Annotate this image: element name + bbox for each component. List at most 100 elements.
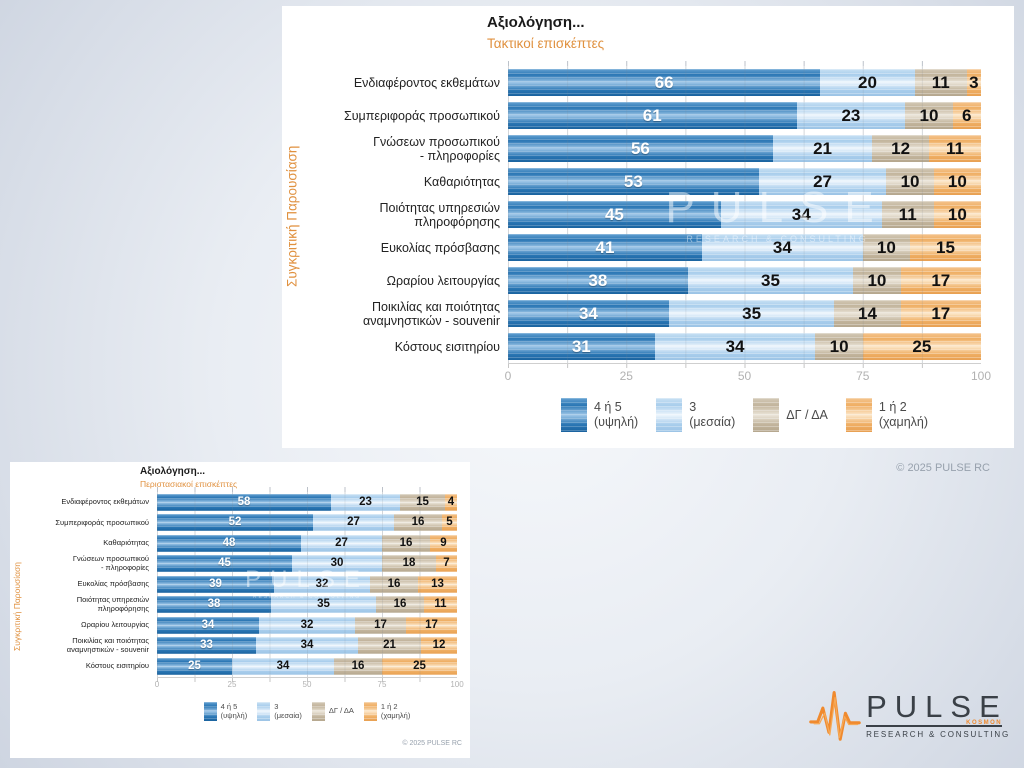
bar-segment: 32 xyxy=(274,575,370,593)
chart-subtitle: Περιστασιακοί επισκέπτες xyxy=(140,479,238,489)
bar-segment: 12 xyxy=(421,637,457,655)
bar-value-label: 15 xyxy=(936,238,955,257)
bar-value-label: 27 xyxy=(335,536,348,549)
bar-segment: 3 xyxy=(966,69,981,96)
bar-row: 66 20 11 3 xyxy=(508,66,981,99)
chart-regular-visitors: Αξιολόγηση... Τακτικοί επισκέπτες Συγκρι… xyxy=(282,6,1014,448)
legend-label: ΔΓ / ΔΑ xyxy=(329,706,354,716)
legend-label-line1: 4 ή 5 xyxy=(593,400,622,415)
bar-segment: 16 xyxy=(376,596,424,614)
bar-value-label: 9 xyxy=(440,536,447,549)
category-label: Ευκολίας πρόσβασης xyxy=(77,579,149,589)
bar-segment: 11 xyxy=(424,596,457,614)
bar-segment: 16 xyxy=(394,514,442,532)
legend-item: 3 (μεσαία) xyxy=(257,702,302,721)
category-labels: Ενδιαφέροντος εκθεμάτων Συμπεριφοράς προσ… xyxy=(293,66,508,382)
bar-value-label: 16 xyxy=(387,577,401,590)
bar-row: 58 23 15 4 xyxy=(157,492,457,513)
legend-label-line1: 1 ή 2 xyxy=(380,701,398,711)
bar-segment: 35 xyxy=(687,267,854,294)
bar-segment: 17 xyxy=(900,300,981,327)
bar-segment: 34 xyxy=(508,300,669,327)
bar-value-label: 23 xyxy=(359,495,372,508)
legend-label-line1: 3 xyxy=(274,701,279,711)
bar-value-label: 17 xyxy=(931,271,951,290)
legend-label-line1: 3 xyxy=(689,400,697,415)
legend-label-line2: (υψηλή) xyxy=(220,710,248,720)
bar-segment: 10 xyxy=(862,234,911,261)
bar-value-label: 56 xyxy=(630,139,650,158)
bar-segment: 17 xyxy=(900,267,981,294)
legend-label-line2: (υψηλή) xyxy=(593,415,639,429)
bar-value-label: 34 xyxy=(276,659,290,672)
bar-row: 34 32 17 17 xyxy=(157,615,457,636)
bar-segment: 56 xyxy=(508,135,773,162)
bar-value-label: 10 xyxy=(876,238,896,257)
bar-segment: 34 xyxy=(256,637,358,655)
bar-value-label: 16 xyxy=(399,536,413,549)
bar-row: 25 34 16 25 xyxy=(157,656,457,677)
bar-value-label: 34 xyxy=(772,238,792,257)
bar-value-label: 17 xyxy=(425,618,438,631)
bar-value-label: 61 xyxy=(642,106,662,125)
bar-value-label: 27 xyxy=(347,516,360,528)
bar-value-label: 25 xyxy=(188,659,201,672)
bar-value-label: 52 xyxy=(228,516,242,528)
bar-value-label: 45 xyxy=(604,205,624,224)
legend-item: 1 ή 2 (χαμηλή) xyxy=(363,701,411,721)
legend-swatch xyxy=(311,702,325,721)
bar-segment: 7 xyxy=(436,555,457,573)
legend: 4 ή 5 (υψηλή) 3 (μεσαία) ΔΓ / ΔΑ 1 ή 2 (χαμηλή… xyxy=(157,702,457,721)
bar-value-label: 35 xyxy=(742,304,762,323)
legend-label-line1: 1 ή 2 xyxy=(878,400,907,415)
bar-row: 61 23 10 6 xyxy=(508,99,981,132)
bar-row: 38 35 16 11 xyxy=(157,595,457,616)
bar-segment: 16 xyxy=(334,657,382,675)
legend: 4 ή 5 (υψηλή) 3 (μεσαία) ΔΓ / ΔΑ 1 ή 2 (χαμηλή… xyxy=(508,398,981,432)
bar-value-label: 11 xyxy=(898,205,917,224)
x-tick-label: 100 xyxy=(450,679,464,689)
bar-segment: 27 xyxy=(301,534,382,552)
bar-segment: 32 xyxy=(259,616,355,634)
bar-segment: 66 xyxy=(508,69,821,96)
chart-subtitle: Τακτικοί επισκέπτες xyxy=(487,36,605,51)
bar-segment: 6 xyxy=(952,102,981,129)
logo-sub-brand: KOSMON xyxy=(966,720,1003,726)
bar-segment: 10 xyxy=(886,168,934,195)
bar-value-label: 31 xyxy=(571,337,591,356)
bar-value-label: 10 xyxy=(867,271,887,290)
bar-segment: 35 xyxy=(271,596,376,614)
category-label: Γνώσεων προσωπικού - πληροφορίες xyxy=(72,554,149,572)
bar-segment: 34 xyxy=(654,333,816,360)
bar-value-label: 17 xyxy=(931,304,951,323)
bar-segment: 61 xyxy=(508,102,797,129)
bar-segment: 25 xyxy=(862,333,981,360)
bar-value-label: 14 xyxy=(858,304,877,323)
bar-segment: 25 xyxy=(382,657,457,675)
legend-swatch xyxy=(257,702,271,721)
legend-item: ΔΓ / ΔΑ xyxy=(311,702,354,721)
bar-segment: 9 xyxy=(430,534,457,552)
bar-value-label: 10 xyxy=(829,337,849,356)
bar-segment: 53 xyxy=(508,168,759,195)
bar-value-label: 5 xyxy=(446,516,453,528)
category-label: Ποιότητας υπηρεσιών πληροφόρησης xyxy=(379,200,500,229)
x-tick-label: 0 xyxy=(504,369,512,383)
bar-segment: 39 xyxy=(157,575,274,593)
bar-value-label: 23 xyxy=(841,106,861,125)
bar-segment: 45 xyxy=(508,201,721,228)
x-tick-label: 75 xyxy=(377,679,387,689)
legend-label-line2: (μεσαία) xyxy=(689,415,736,429)
legend-item: 1 ή 2 (χαμηλή) xyxy=(845,398,928,432)
logo-divider: KOSMON xyxy=(866,720,1003,727)
bar-segment: 34 xyxy=(157,616,259,634)
bar-value-label: 21 xyxy=(383,639,396,651)
bar-segment: 13 xyxy=(418,575,457,593)
category-label: Κόστους εισιτηρίου xyxy=(85,661,149,671)
bar-row: 33 34 21 12 xyxy=(157,636,457,657)
plot-area: PULSE RESEARCH & CONSULTING 58 23 15 4 52 27 1… xyxy=(157,487,457,677)
legend-label: 1 ή 2 (χαμηλή) xyxy=(380,701,411,721)
category-label: Καθαριότητας xyxy=(423,174,500,189)
legend-label-line2: (χαμηλή) xyxy=(380,710,411,720)
bar-row: 38 35 10 17 xyxy=(508,264,981,297)
